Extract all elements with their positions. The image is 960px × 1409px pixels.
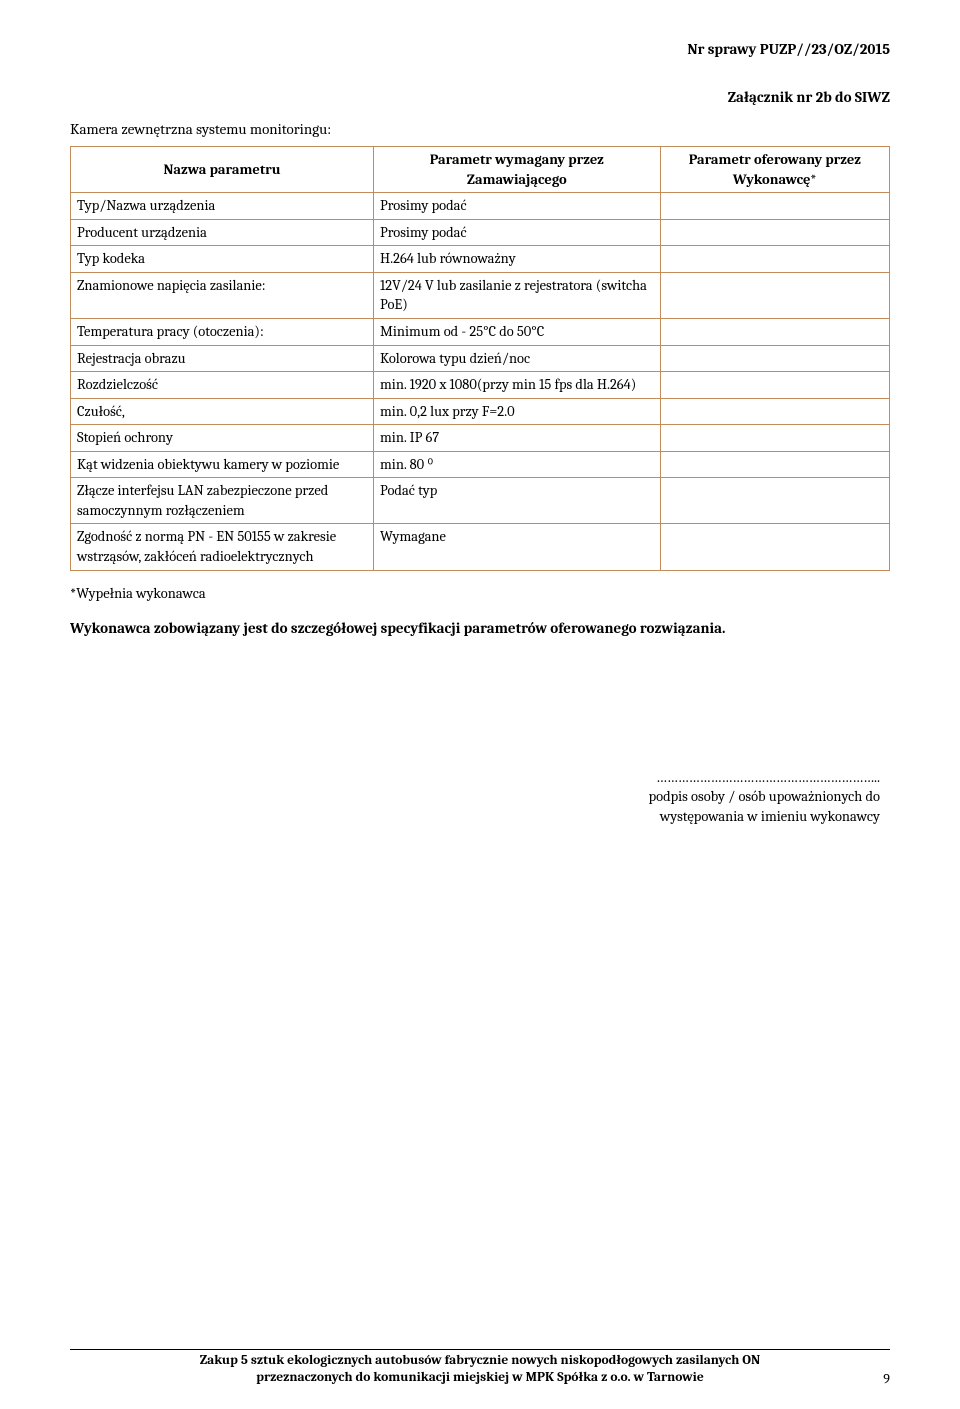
- table-row: Producent urządzenia Prosimy podać: [71, 219, 890, 246]
- param-required: Minimum od - 25°C do 50°C: [374, 318, 661, 345]
- param-name: Czułość,: [71, 398, 374, 425]
- param-name: Znamionowe napięcia zasilanie:: [71, 272, 374, 318]
- param-name: Zgodność z normą PN - EN 50155 w zakresi…: [71, 524, 374, 570]
- param-required: min. 1920 x 1080(przy min 15 fps dla H.2…: [374, 372, 661, 399]
- signature-block: …………………………………………………….. podpis osoby / os…: [70, 768, 890, 827]
- table-row: Typ kodeka H.264 lub równoważny: [71, 246, 890, 273]
- param-name: Kąt widzenia obiektywu kamery w poziomie: [71, 451, 374, 478]
- param-offered: [660, 524, 889, 570]
- param-required: min. IP 67: [374, 425, 661, 452]
- param-required: min. 0,2 lux przy F=2.0: [374, 398, 661, 425]
- footer-line2: przeznaczonych do komunikacji miejskiej …: [70, 1369, 890, 1387]
- section-title: Kamera zewnętrzna systemu monitoringu:: [70, 120, 890, 138]
- param-offered: [660, 193, 889, 220]
- param-name: Rozdzielczość: [71, 372, 374, 399]
- param-offered: [660, 451, 889, 478]
- signature-line1: podpis osoby / osób upoważnionych do: [70, 787, 880, 807]
- param-required: Prosimy podać: [374, 219, 661, 246]
- param-offered: [660, 478, 889, 524]
- param-name: Typ/Nazwa urządzenia: [71, 193, 374, 220]
- param-name: Producent urządzenia: [71, 219, 374, 246]
- table-row: Typ/Nazwa urządzenia Prosimy podać: [71, 193, 890, 220]
- param-name: Typ kodeka: [71, 246, 374, 273]
- param-name: Złącze interfejsu LAN zabezpieczone prze…: [71, 478, 374, 524]
- table-row: Rejestracja obrazu Kolorowa typu dzień/n…: [71, 345, 890, 372]
- param-offered: [660, 398, 889, 425]
- param-required: Wymagane: [374, 524, 661, 570]
- attachment-label: Załącznik nr 2b do SIWZ: [70, 88, 890, 106]
- page-number: 9: [883, 1370, 890, 1387]
- table-row: Znamionowe napięcia zasilanie: 12V/24 V …: [71, 272, 890, 318]
- footer-rule: [70, 1349, 890, 1350]
- table-row: Zgodność z normą PN - EN 50155 w zakresi…: [71, 524, 890, 570]
- param-required: Podać typ: [374, 478, 661, 524]
- signature-line2: występowania w imieniu wykonawcy: [70, 807, 880, 827]
- param-name: Stopień ochrony: [71, 425, 374, 452]
- signature-dots: ……………………………………………………..: [70, 768, 880, 788]
- table-header-name: Nazwa parametru: [71, 147, 374, 193]
- table-row: Rozdzielczość min. 1920 x 1080(przy min …: [71, 372, 890, 399]
- footer-line1: Zakup 5 sztuk ekologicznych autobusów fa…: [70, 1352, 890, 1370]
- param-offered: [660, 372, 889, 399]
- param-offered: [660, 425, 889, 452]
- param-name: Rejestracja obrazu: [71, 345, 374, 372]
- obligation-text: Wykonawca zobowiązany jest do szczegółow…: [70, 618, 890, 638]
- param-required: Prosimy podać: [374, 193, 661, 220]
- footer: Zakup 5 sztuk ekologicznych autobusów fa…: [70, 1349, 890, 1387]
- table-row: Kąt widzenia obiektywu kamery w poziomie…: [71, 451, 890, 478]
- param-required: H.264 lub równoważny: [374, 246, 661, 273]
- table-row: Złącze interfejsu LAN zabezpieczone prze…: [71, 478, 890, 524]
- table-header-offered: Parametr oferowany przez Wykonawcę*: [660, 147, 889, 193]
- param-name: Temperatura pracy (otoczenia):: [71, 318, 374, 345]
- fill-note: *Wypełnia wykonawca: [70, 585, 890, 602]
- param-offered: [660, 272, 889, 318]
- param-required: 12V/24 V lub zasilanie z rejestratora (s…: [374, 272, 661, 318]
- table-row: Temperatura pracy (otoczenia): Minimum o…: [71, 318, 890, 345]
- table-row: Stopień ochrony min. IP 67: [71, 425, 890, 452]
- table-header-required: Parametr wymagany przez Zamawiającego: [374, 147, 661, 193]
- param-offered: [660, 219, 889, 246]
- param-offered: [660, 318, 889, 345]
- param-required: min. 80 ⁰: [374, 451, 661, 478]
- table-row: Czułość, min. 0,2 lux przy F=2.0: [71, 398, 890, 425]
- case-number: Nr sprawy PUZP//23/OZ/2015: [70, 40, 890, 58]
- table-header-row: Nazwa parametru Parametr wymagany przez …: [71, 147, 890, 193]
- specification-table: Nazwa parametru Parametr wymagany przez …: [70, 146, 890, 571]
- param-required: Kolorowa typu dzień/noc: [374, 345, 661, 372]
- param-offered: [660, 246, 889, 273]
- param-offered: [660, 345, 889, 372]
